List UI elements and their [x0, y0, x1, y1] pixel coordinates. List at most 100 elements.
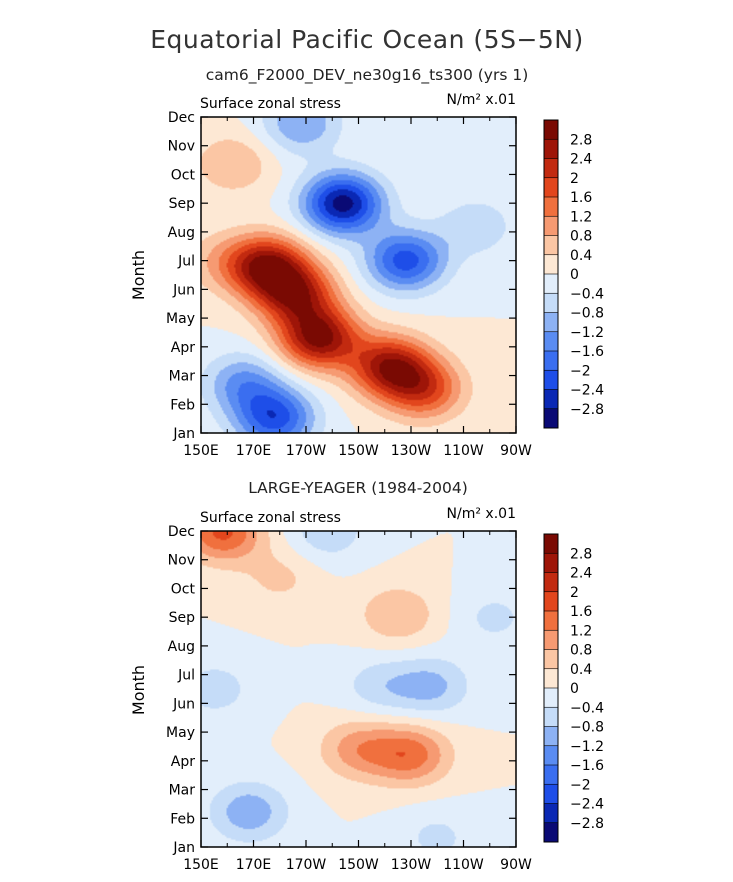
colorbar-level-label: −1.6: [570, 758, 604, 774]
panel-model: cam6_F2000_DEV_ne30g16_ts300 (yrs 1) Sur…: [129, 66, 604, 459]
y-tick-label: Feb: [170, 811, 195, 827]
y-tick-label: Jan: [172, 426, 195, 442]
panel-obs: LARGE-YEAGER (1984-2004) Surface zonal s…: [129, 479, 604, 873]
colorbar-swatch: [544, 389, 558, 410]
panel-model-units-label: N/m² x.01: [447, 92, 516, 108]
colorbar-swatch: [544, 120, 558, 140]
x-tick-label: 170W: [286, 857, 327, 873]
y-tick-label: Apr: [171, 340, 195, 356]
x-tick-label: 130W: [391, 443, 432, 459]
x-tick-label: 150E: [183, 443, 219, 459]
colorbar-swatch: [544, 803, 558, 824]
colorbar-level-label: −0.4: [570, 700, 604, 716]
x-tick-label: 150W: [338, 857, 379, 873]
colorbar-level-label: 0.8: [570, 643, 592, 659]
panel-model-frame: [200, 116, 517, 434]
colorbar-swatch: [544, 822, 558, 843]
colorbar-level-label: 1.2: [570, 623, 592, 639]
y-tick-label: May: [166, 311, 195, 327]
y-tick-label: Apr: [171, 754, 195, 770]
colorbar-swatch: [544, 197, 558, 217]
y-tick-label: Jan: [172, 840, 195, 856]
y-tick-label: Oct: [171, 167, 196, 183]
panel-obs-units-label: N/m² x.01: [447, 506, 516, 522]
colorbar-level-label: 0.8: [570, 229, 592, 245]
colorbar-swatch: [544, 784, 558, 804]
colorbar-swatch: [544, 139, 558, 159]
y-tick-label: Jun: [172, 696, 195, 712]
colorbar-level-label: −1.2: [570, 739, 604, 755]
x-tick-label: 150W: [338, 443, 379, 459]
colorbar-swatch: [544, 726, 558, 747]
y-tick-label: Mar: [169, 783, 196, 799]
colorbar-level-label: 0: [570, 681, 579, 697]
panel-model-variable-label: Surface zonal stress: [200, 96, 341, 112]
colorbar-level-label: −0.4: [570, 286, 604, 302]
colorbar-swatch: [544, 312, 558, 333]
y-tick-label: Aug: [168, 639, 195, 655]
colorbar-level-label: −2.8: [570, 402, 604, 418]
y-tick-label: Oct: [171, 581, 196, 597]
colorbar-swatch: [544, 591, 558, 612]
colorbar-level-label: −2.4: [570, 797, 604, 813]
panel-model-y-axis-label: Month: [129, 250, 148, 300]
colorbar-swatch: [544, 630, 558, 650]
x-tick-label: 170E: [236, 443, 272, 459]
x-tick-label: 90W: [500, 443, 532, 459]
colorbar-swatch: [544, 293, 558, 313]
colorbar-swatch: [544, 649, 558, 670]
y-tick-label: May: [166, 725, 195, 741]
colorbar-swatch: [544, 177, 558, 198]
colorbar-swatch: [544, 274, 558, 294]
panel-obs-frame: [200, 530, 517, 848]
colorbar-level-label: −2.8: [570, 816, 604, 832]
colorbar-swatch: [544, 553, 558, 573]
colorbar-swatch: [544, 534, 558, 554]
y-tick-label: Aug: [168, 225, 195, 241]
y-tick-label: Nov: [168, 553, 195, 569]
panel-model-title: cam6_F2000_DEV_ne30g16_ts300 (yrs 1): [206, 66, 529, 85]
panel-obs-y-axis-label: Month: [129, 665, 148, 715]
colorbar-level-label: 2.4: [570, 152, 592, 168]
y-tick-label: Sep: [169, 610, 196, 626]
colorbar-level-label: 1.2: [570, 209, 592, 225]
colorbar-level-label: 0.4: [570, 662, 592, 678]
colorbar-swatch: [544, 235, 558, 256]
colorbar-level-label: −1.2: [570, 325, 604, 341]
colorbar-swatch: [544, 707, 558, 727]
colorbar-level-label: −1.6: [570, 344, 604, 360]
colorbar-swatch: [544, 351, 558, 371]
colorbar-swatch: [544, 370, 558, 390]
colorbar-level-label: −2.4: [570, 383, 604, 399]
colorbar-swatch: [544, 572, 558, 593]
y-tick-label: Jul: [177, 668, 195, 684]
x-tick-label: 110W: [443, 857, 484, 873]
panel-obs-variable-label: Surface zonal stress: [200, 510, 341, 526]
x-tick-label: 90W: [500, 857, 532, 873]
colorbar-level-label: 0.4: [570, 248, 592, 264]
colorbar-swatch: [544, 331, 558, 352]
y-tick-label: Jul: [177, 254, 195, 270]
colorbar-level-label: −0.8: [570, 720, 604, 736]
colorbar-swatch: [544, 688, 558, 708]
panel-model-contour-field: [201, 117, 516, 433]
colorbar-level-label: 2.4: [570, 566, 592, 582]
y-tick-label: Mar: [169, 369, 196, 385]
colorbar-swatch: [544, 254, 558, 275]
colorbar-level-label: 0: [570, 267, 579, 283]
y-tick-label: Dec: [168, 110, 195, 126]
y-tick-label: Sep: [169, 196, 196, 212]
y-tick-label: Dec: [168, 524, 195, 540]
colorbar-level-label: −0.8: [570, 306, 604, 322]
colorbar-level-label: 1.6: [570, 190, 592, 206]
x-tick-label: 150E: [183, 857, 219, 873]
panel-obs-contour-field: [201, 531, 516, 847]
colorbar-swatch: [544, 158, 558, 179]
colorbar-level-label: −2: [570, 777, 591, 793]
colorbar-level-label: 2.8: [570, 132, 592, 148]
x-tick-label: 170E: [236, 857, 272, 873]
x-tick-label: 170W: [286, 443, 327, 459]
figure-title: Equatorial Pacific Ocean (5S−5N): [150, 25, 584, 54]
colorbar-swatch: [544, 745, 558, 766]
x-tick-label: 110W: [443, 443, 484, 459]
